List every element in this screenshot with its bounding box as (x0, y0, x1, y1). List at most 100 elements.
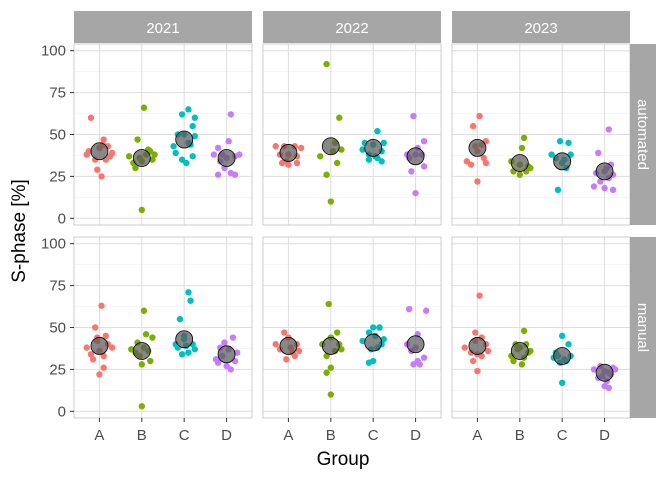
data-point-D (595, 149, 602, 157)
mean-marker-C (364, 139, 383, 157)
panel-automated-2021 (73, 43, 253, 226)
panel-border (262, 43, 442, 226)
data-point-A (469, 122, 477, 130)
data-point-C (556, 138, 564, 145)
data-point-C (380, 336, 387, 343)
x-tick-label-B: B (515, 427, 525, 444)
data-point-D (408, 168, 415, 175)
data-point-B (516, 171, 524, 178)
data-point-D (416, 361, 424, 368)
y-tick-label: 50 (49, 127, 66, 144)
data-point-D (601, 184, 608, 192)
data-point-D (221, 339, 228, 346)
data-point-D (605, 384, 613, 392)
data-point-A (83, 344, 90, 351)
mean-marker-C (175, 130, 194, 149)
data-point-C (359, 337, 366, 345)
mean-marker-C (175, 330, 194, 349)
data-point-A (98, 173, 105, 180)
data-point-B (134, 136, 141, 143)
data-point-D (609, 186, 617, 194)
mean-marker-A (468, 139, 487, 157)
y-tick-label: 100 (41, 43, 66, 60)
x-tick-label-C: C (368, 427, 379, 444)
mean-marker-D (406, 335, 425, 354)
data-point-D (420, 163, 428, 170)
data-point-A (297, 144, 305, 152)
data-point-C (178, 111, 186, 118)
x-tick-label-A: A (472, 427, 482, 444)
data-point-A (476, 292, 483, 299)
data-point-D (410, 361, 417, 368)
x-tick-label-C: C (179, 427, 190, 444)
y-tick-label: 25 (49, 168, 66, 185)
axes-layer: 0 25 50 75 100 0 25 50 75 100 A B C D A B C D A B C D (41, 43, 610, 444)
panel-manual-2022 (262, 236, 442, 419)
data-point-A (89, 356, 97, 363)
data-point-D (420, 138, 428, 145)
data-point-C (565, 139, 572, 147)
data-point-B (325, 300, 332, 308)
data-point-A (469, 357, 477, 365)
data-point-C (189, 122, 196, 130)
data-point-A (106, 153, 114, 160)
data-point-B (323, 60, 330, 68)
mean-marker-D (217, 149, 236, 167)
data-point-C (185, 289, 192, 296)
data-point-D (422, 307, 430, 314)
x-axis-title: Group (317, 449, 370, 470)
data-point-C (191, 114, 198, 121)
data-point-D (605, 126, 613, 133)
data-point-B (327, 391, 335, 398)
data-point-D (227, 366, 235, 373)
data-point-B (510, 357, 517, 365)
data-point-A (94, 166, 101, 173)
data-point-C (178, 351, 186, 358)
data-point-D (590, 366, 598, 373)
data-point-A (480, 154, 487, 162)
data-point-C (380, 139, 387, 147)
panel-manual-2021 (73, 236, 253, 419)
mean-marker-D (406, 147, 425, 166)
x-tick-label-C: C (557, 427, 568, 444)
data-point-A (102, 332, 109, 340)
data-point-B (317, 153, 324, 160)
data-point-C (191, 132, 198, 140)
strip-col-2023 (452, 11, 630, 43)
mean-marker-B (132, 342, 151, 360)
data-point-B (140, 104, 148, 111)
mean-marker-D (595, 162, 614, 181)
data-point-B (138, 206, 146, 214)
data-point-D (420, 354, 428, 361)
x-tick-label-B: B (326, 427, 336, 444)
data-point-A (474, 367, 481, 375)
data-point-C (554, 186, 562, 194)
mean-marker-B (321, 337, 340, 355)
data-point-C (170, 143, 177, 150)
data-point-A (280, 329, 288, 336)
data-point-A (100, 136, 107, 143)
data-point-A (467, 161, 475, 168)
data-point-D (214, 171, 222, 178)
x-tick-label-B: B (137, 427, 147, 444)
data-point-A (108, 344, 116, 351)
data-point-C (365, 359, 373, 366)
x-tick-label-A: A (283, 427, 293, 444)
data-point-B (518, 361, 526, 368)
mean-marker-C (553, 152, 572, 171)
data-point-A (484, 347, 492, 355)
y-tick-label: 25 (49, 361, 66, 378)
data-point-A (482, 159, 490, 167)
data-point-D (233, 349, 241, 356)
data-point-C (558, 332, 566, 340)
y-tick-label: 0 (58, 403, 66, 420)
data-point-B (323, 369, 330, 376)
strip-label-automated: automated (634, 99, 651, 170)
data-point-C (176, 315, 184, 323)
y-tick-label: 75 (49, 85, 66, 102)
data-point-C (558, 379, 566, 387)
data-point-A (272, 143, 279, 150)
data-point-A (283, 356, 290, 363)
data-point-D (210, 151, 218, 158)
